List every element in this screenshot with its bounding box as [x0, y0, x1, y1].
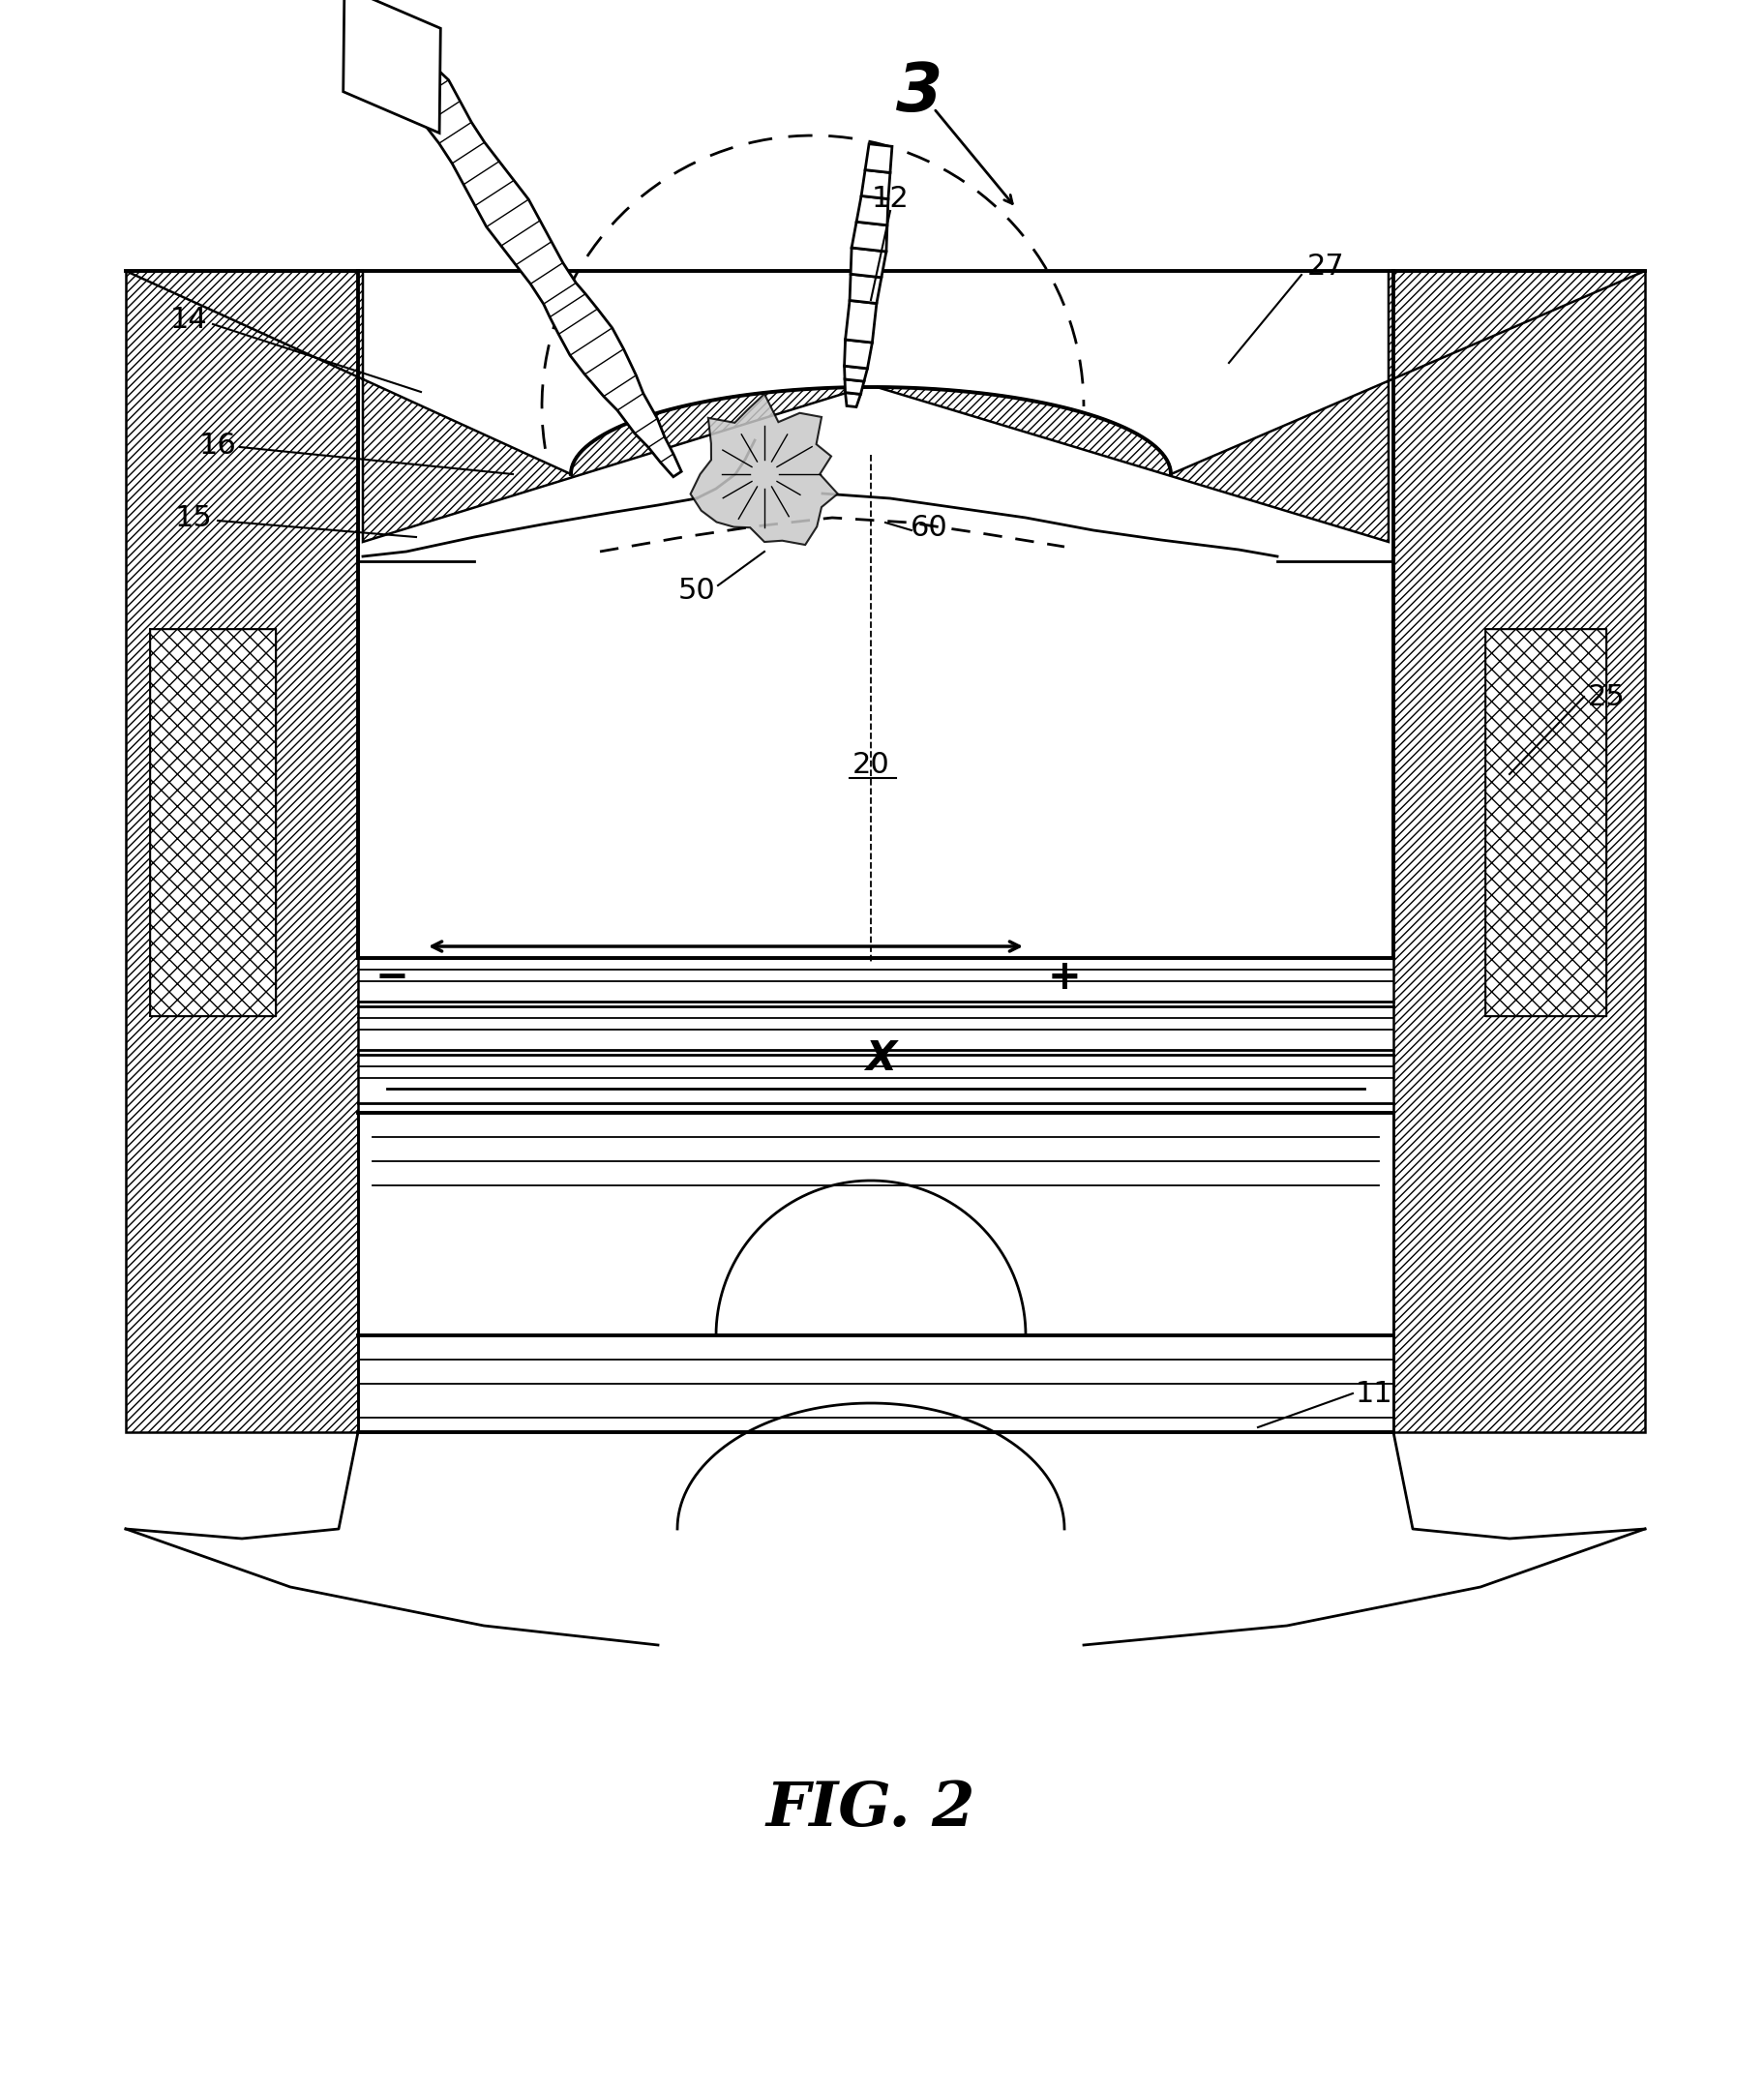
Polygon shape [845, 379, 864, 394]
Text: 11: 11 [1355, 1379, 1394, 1408]
Text: 3: 3 [896, 59, 942, 124]
Text: 25: 25 [1588, 683, 1625, 710]
Polygon shape [344, 0, 441, 132]
Polygon shape [861, 170, 891, 199]
Text: X: X [864, 1039, 896, 1079]
Text: 15: 15 [175, 503, 212, 532]
Polygon shape [877, 270, 1646, 543]
Text: 20: 20 [852, 750, 889, 779]
Polygon shape [845, 339, 871, 369]
Text: 16: 16 [199, 432, 236, 459]
Text: +: + [1048, 957, 1081, 997]
Polygon shape [1485, 628, 1607, 1016]
Polygon shape [857, 197, 889, 226]
Text: 12: 12 [871, 184, 908, 212]
Polygon shape [402, 63, 681, 478]
Polygon shape [852, 222, 887, 251]
Polygon shape [864, 145, 893, 172]
Polygon shape [845, 392, 861, 406]
Polygon shape [850, 274, 882, 304]
Text: FIG. 2: FIG. 2 [766, 1781, 975, 1839]
Polygon shape [850, 247, 886, 277]
Text: 14: 14 [169, 306, 208, 333]
Polygon shape [125, 270, 358, 1433]
Polygon shape [845, 367, 868, 381]
Text: 60: 60 [910, 513, 947, 541]
Polygon shape [125, 270, 864, 543]
Text: 50: 50 [677, 576, 716, 603]
Polygon shape [150, 628, 275, 1016]
Polygon shape [1394, 270, 1646, 1433]
Text: 27: 27 [1307, 251, 1344, 281]
Polygon shape [845, 300, 877, 344]
Polygon shape [690, 394, 838, 545]
Text: −: − [376, 957, 409, 997]
